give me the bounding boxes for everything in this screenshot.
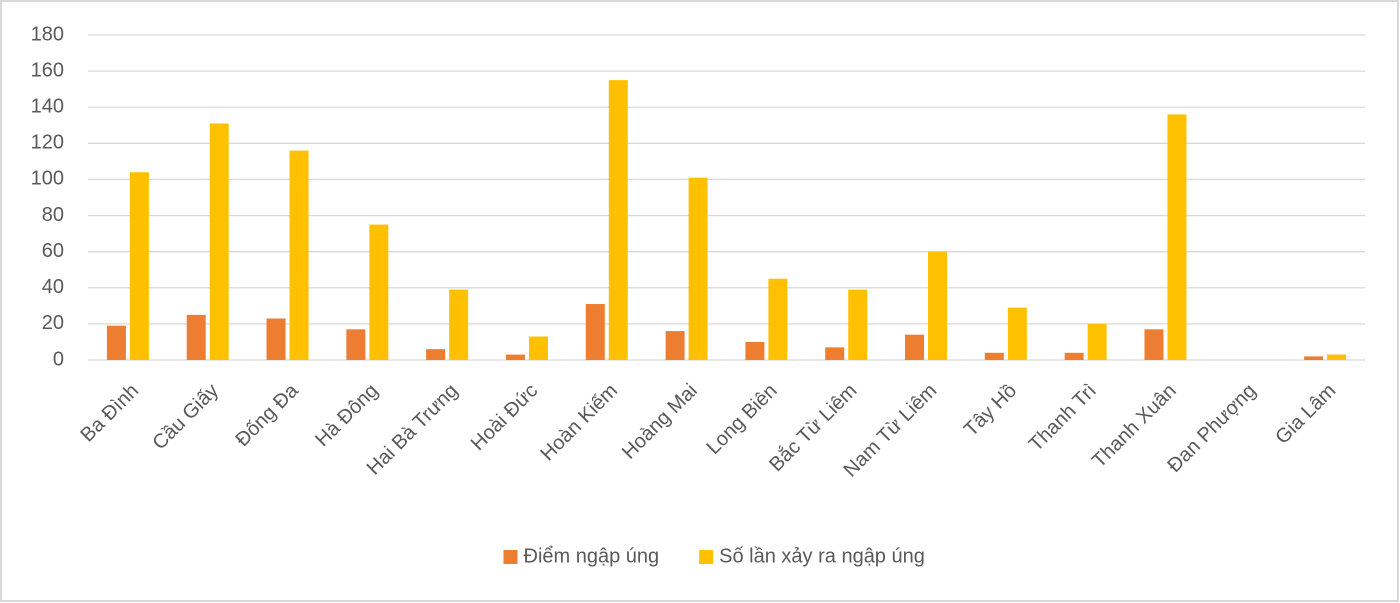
- bar: [608, 80, 628, 360]
- bar: [745, 341, 765, 360]
- bar: [768, 278, 788, 360]
- y-tick-label: 160: [31, 59, 64, 81]
- bar: [266, 318, 286, 360]
- bar: [449, 289, 469, 360]
- y-tick-label: 120: [31, 132, 64, 154]
- bar: [209, 123, 229, 360]
- y-tick-label: 20: [42, 312, 64, 334]
- bar: [585, 304, 605, 360]
- y-tick-label: 40: [42, 276, 64, 298]
- bar: [1007, 307, 1027, 360]
- bar: [928, 251, 948, 360]
- y-tick-label: 80: [42, 204, 64, 226]
- bar: [346, 329, 366, 360]
- bar: [129, 172, 149, 360]
- bar: [528, 336, 548, 360]
- bar: [186, 314, 206, 360]
- bar: [848, 289, 868, 360]
- y-tick-label: 100: [31, 168, 64, 190]
- bar: [1167, 114, 1187, 360]
- bar: [984, 352, 1004, 360]
- y-tick-label: 180: [31, 23, 64, 45]
- bar: [426, 349, 446, 360]
- bar: [1327, 354, 1347, 360]
- bar: [665, 331, 685, 360]
- legend-swatch: [503, 550, 518, 564]
- bar: [1064, 352, 1084, 360]
- bar: [905, 334, 925, 360]
- y-tick-label: 0: [53, 348, 64, 370]
- legend-label: Điểm ngập úng: [524, 545, 660, 567]
- bar: [505, 354, 525, 360]
- y-tick-label: 140: [31, 96, 64, 118]
- bar: [369, 224, 389, 360]
- bar: [1304, 356, 1324, 360]
- y-tick-label: 60: [42, 240, 64, 262]
- bar: [688, 177, 708, 360]
- bar: [825, 347, 845, 360]
- legend-label: Số lần xảy ra ngập úng: [719, 545, 925, 567]
- legend-swatch: [699, 550, 714, 564]
- bar: [1087, 323, 1107, 360]
- bar: [289, 150, 309, 360]
- bar: [1144, 329, 1164, 360]
- bar: [106, 325, 126, 360]
